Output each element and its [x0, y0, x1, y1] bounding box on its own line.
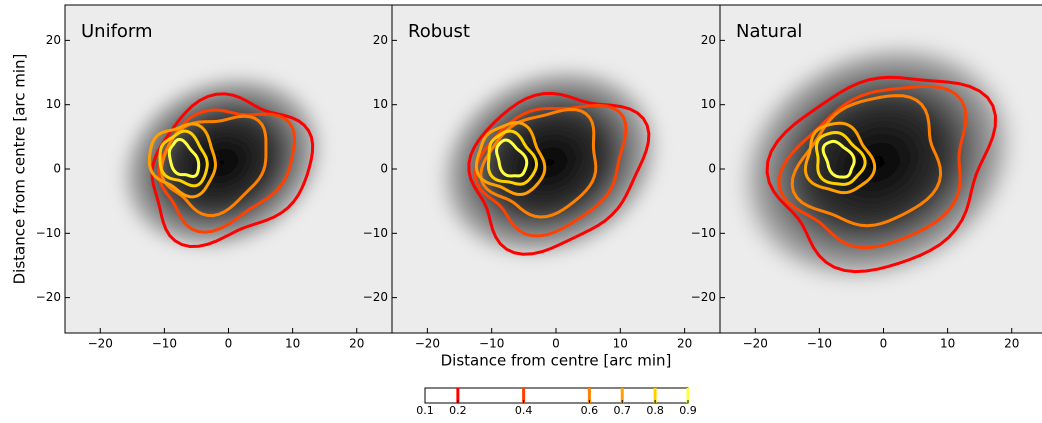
colorbar-tick-label: 0.9	[679, 404, 697, 417]
figure: −20 −10 0 10 20 −20 −10 0 10 20 Uniform Distance fr…	[0, 0, 1042, 423]
x-tick-label: 10	[940, 337, 955, 351]
y-tick-label: 10	[701, 97, 716, 111]
colorbar-tick-label: 0.2	[449, 404, 467, 417]
x-tick-label: 20	[349, 337, 364, 351]
y-tick-label: −10	[36, 226, 61, 240]
y-tick-label: 10	[373, 97, 388, 111]
x-tick-label: 0	[552, 337, 560, 351]
x-tick-label: −10	[152, 337, 177, 351]
x-tick-label: 10	[613, 337, 628, 351]
x-tick-label: 10	[285, 337, 300, 351]
x-axis-label: Distance from centre [arc min]	[441, 352, 672, 370]
y-axis-label: Distance from centre [arc min]	[11, 54, 29, 285]
panel-title: Robust	[408, 21, 470, 42]
x-tick-label: 0	[880, 337, 888, 351]
x-tick-label: −10	[807, 337, 832, 351]
colorbar-tick-label: 0.4	[515, 404, 533, 417]
y-tick-label: 0	[380, 162, 388, 176]
panel	[392, 5, 720, 333]
y-tick-label: −10	[691, 226, 716, 240]
panel-title: Uniform	[81, 21, 153, 42]
y-tick-label: −20	[36, 290, 61, 304]
y-tick-label: 0	[53, 162, 61, 176]
x-tick-label: 20	[1004, 337, 1019, 351]
x-tick-label: 20	[677, 337, 692, 351]
y-tick-label: 20	[701, 33, 716, 47]
y-tick-label: 20	[46, 33, 61, 47]
y-tick-label: −20	[691, 290, 716, 304]
colorbar-tick-label: 0.7	[614, 404, 632, 417]
panel	[683, 0, 1042, 341]
y-tick-label: 10	[46, 97, 61, 111]
x-tick-label: −20	[743, 337, 768, 351]
x-tick-label: −10	[479, 337, 504, 351]
panel	[65, 5, 392, 333]
y-tick-label: −20	[363, 290, 388, 304]
y-tick-label: −10	[363, 226, 388, 240]
y-tick-label: 0	[708, 162, 716, 176]
colorbar-tick-label: 0.1	[416, 404, 434, 417]
x-tick-label: 0	[225, 337, 233, 351]
colorbar-tick-label: 0.8	[646, 404, 664, 417]
colorbar-bg	[425, 388, 688, 403]
x-tick-label: −20	[415, 337, 440, 351]
y-tick-label: 20	[373, 33, 388, 47]
panel-title: Natural	[736, 21, 802, 42]
x-tick-label: −20	[88, 337, 113, 351]
colorbar-tick-label: 0.6	[581, 404, 599, 417]
